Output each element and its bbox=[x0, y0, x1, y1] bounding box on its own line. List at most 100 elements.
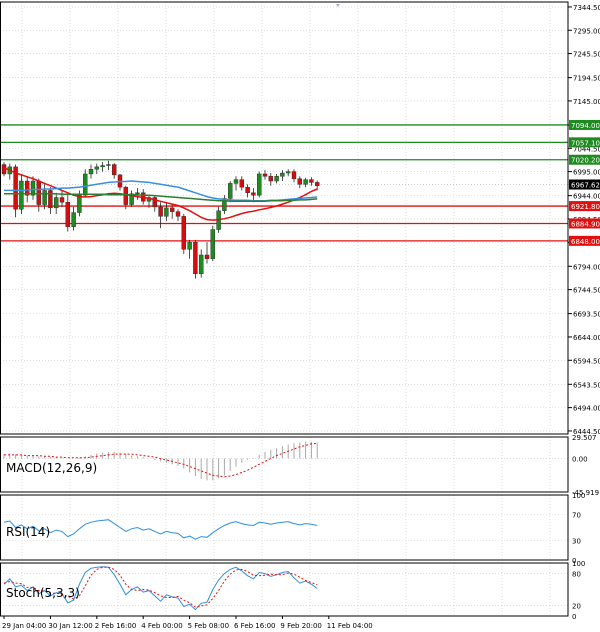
shift-marker-icon[interactable] bbox=[336, 4, 340, 7]
candle[interactable] bbox=[193, 239, 198, 279]
stoch-indicator-label: Stoch(5,3,3) bbox=[6, 586, 80, 600]
candle-body-up bbox=[286, 171, 291, 174]
candle-body-up bbox=[274, 176, 279, 182]
candle[interactable] bbox=[198, 249, 204, 278]
price-tick-label: 7295.00 bbox=[573, 27, 600, 35]
candle-body-down bbox=[262, 173, 268, 177]
candle[interactable] bbox=[100, 162, 105, 172]
candle[interactable] bbox=[210, 225, 216, 262]
candle[interactable] bbox=[152, 195, 158, 212]
candle[interactable] bbox=[257, 171, 262, 198]
macd-panel-frame bbox=[0, 436, 569, 493]
candle[interactable] bbox=[280, 170, 285, 182]
candle-body-up bbox=[106, 164, 111, 166]
candle-body-up bbox=[19, 180, 24, 210]
candle[interactable] bbox=[204, 242, 210, 264]
candle-body-up bbox=[303, 179, 308, 185]
macd-panel-grid bbox=[0, 437, 568, 492]
candle[interactable] bbox=[239, 176, 245, 191]
candle[interactable] bbox=[181, 213, 187, 255]
price-tick-label: 6995.00 bbox=[573, 169, 600, 177]
candle[interactable] bbox=[106, 160, 111, 171]
level-label: 7020.20 bbox=[571, 157, 600, 165]
candle[interactable] bbox=[286, 169, 291, 177]
time-tick-label: 6 Feb 16:00 bbox=[234, 622, 275, 630]
candle-body-up bbox=[257, 173, 262, 196]
time-tick-label: 9 Feb 20:00 bbox=[280, 622, 321, 630]
candle[interactable] bbox=[59, 190, 65, 207]
candle[interactable] bbox=[94, 163, 100, 174]
candle[interactable] bbox=[175, 209, 181, 222]
macd-signal-line bbox=[4, 442, 318, 478]
rsi-panel-grid bbox=[0, 495, 568, 560]
rsi-tick-label: 30 bbox=[572, 538, 581, 546]
candle-body-up bbox=[198, 254, 204, 275]
rsi-indicator-label: RSI(14) bbox=[6, 525, 50, 539]
candle[interactable] bbox=[303, 177, 308, 188]
time-tick-label: 5 Feb 08:00 bbox=[188, 622, 229, 630]
candle[interactable] bbox=[65, 195, 71, 232]
candle[interactable] bbox=[30, 176, 36, 200]
candle-body-down bbox=[59, 197, 65, 203]
candle[interactable] bbox=[268, 173, 273, 186]
price-tick-label: 7344.50 bbox=[573, 4, 600, 12]
level-label: 7094.00 bbox=[571, 122, 600, 130]
candle-body-up bbox=[54, 197, 59, 209]
candle[interactable] bbox=[82, 169, 88, 198]
candle-body-up bbox=[135, 192, 140, 194]
candle[interactable] bbox=[227, 181, 233, 203]
candle-body-down bbox=[152, 197, 158, 208]
candle-body-down bbox=[65, 202, 71, 227]
candle[interactable] bbox=[233, 176, 239, 191]
candle-body-up bbox=[280, 172, 285, 177]
candle[interactable] bbox=[187, 239, 192, 259]
candle[interactable] bbox=[169, 204, 175, 219]
candle-body-down bbox=[158, 206, 163, 217]
time-axis: 29 Jan 04:00 30 Jan 12:00 2 Feb 16:00 4 Feb… bbox=[2, 616, 373, 630]
time-tick-label: 4 Feb 00:00 bbox=[141, 622, 182, 630]
price-tick-label: 7044.50 bbox=[573, 145, 600, 153]
candle[interactable] bbox=[158, 202, 163, 229]
candle-body-down bbox=[251, 192, 256, 196]
candle[interactable] bbox=[111, 163, 117, 179]
macd-tick-label: 29.507 bbox=[572, 434, 597, 442]
candle-body-up bbox=[94, 166, 100, 170]
candle[interactable] bbox=[129, 190, 134, 207]
candle[interactable] bbox=[123, 185, 129, 210]
candle-body-down bbox=[309, 179, 314, 183]
stoch-plot bbox=[3, 566, 318, 611]
candle[interactable] bbox=[88, 164, 94, 179]
candle[interactable] bbox=[297, 176, 302, 189]
candle-body-down bbox=[175, 211, 181, 217]
candle[interactable] bbox=[48, 187, 53, 214]
candle[interactable] bbox=[54, 192, 59, 214]
candle[interactable] bbox=[315, 180, 320, 191]
price-tick-label: 7194.50 bbox=[573, 75, 600, 83]
time-tick-label: 2 Feb 16:00 bbox=[95, 622, 136, 630]
candle[interactable] bbox=[71, 206, 76, 231]
panel-frames bbox=[0, 1, 569, 617]
candle[interactable] bbox=[262, 170, 268, 180]
rsi-tick-label: 70 bbox=[572, 512, 581, 520]
candle[interactable] bbox=[291, 169, 297, 183]
level-labels: 7094.00 7057.10 7020.20 6921.80 6884.90 6848.… bbox=[569, 119, 600, 246]
candle[interactable] bbox=[274, 173, 279, 184]
candle-body-down bbox=[315, 182, 320, 186]
candle[interactable] bbox=[309, 177, 314, 186]
time-tick-label: 11 Feb 04:00 bbox=[327, 622, 373, 630]
level-label-box bbox=[569, 218, 600, 229]
candle[interactable] bbox=[222, 195, 227, 214]
candle-body-up bbox=[227, 183, 233, 199]
candle-body-down bbox=[239, 179, 245, 188]
price-tick-label: 7145.00 bbox=[573, 98, 600, 106]
candle[interactable] bbox=[251, 188, 256, 203]
level-label: 6921.80 bbox=[571, 203, 600, 211]
main-panel-frame bbox=[0, 1, 569, 435]
candle[interactable] bbox=[164, 203, 169, 222]
candle-body-down bbox=[291, 171, 297, 179]
candle-body-down bbox=[193, 242, 198, 275]
price-tick-label: 7245.50 bbox=[573, 51, 600, 59]
candle[interactable] bbox=[245, 184, 250, 198]
candle-body-down bbox=[268, 176, 273, 182]
